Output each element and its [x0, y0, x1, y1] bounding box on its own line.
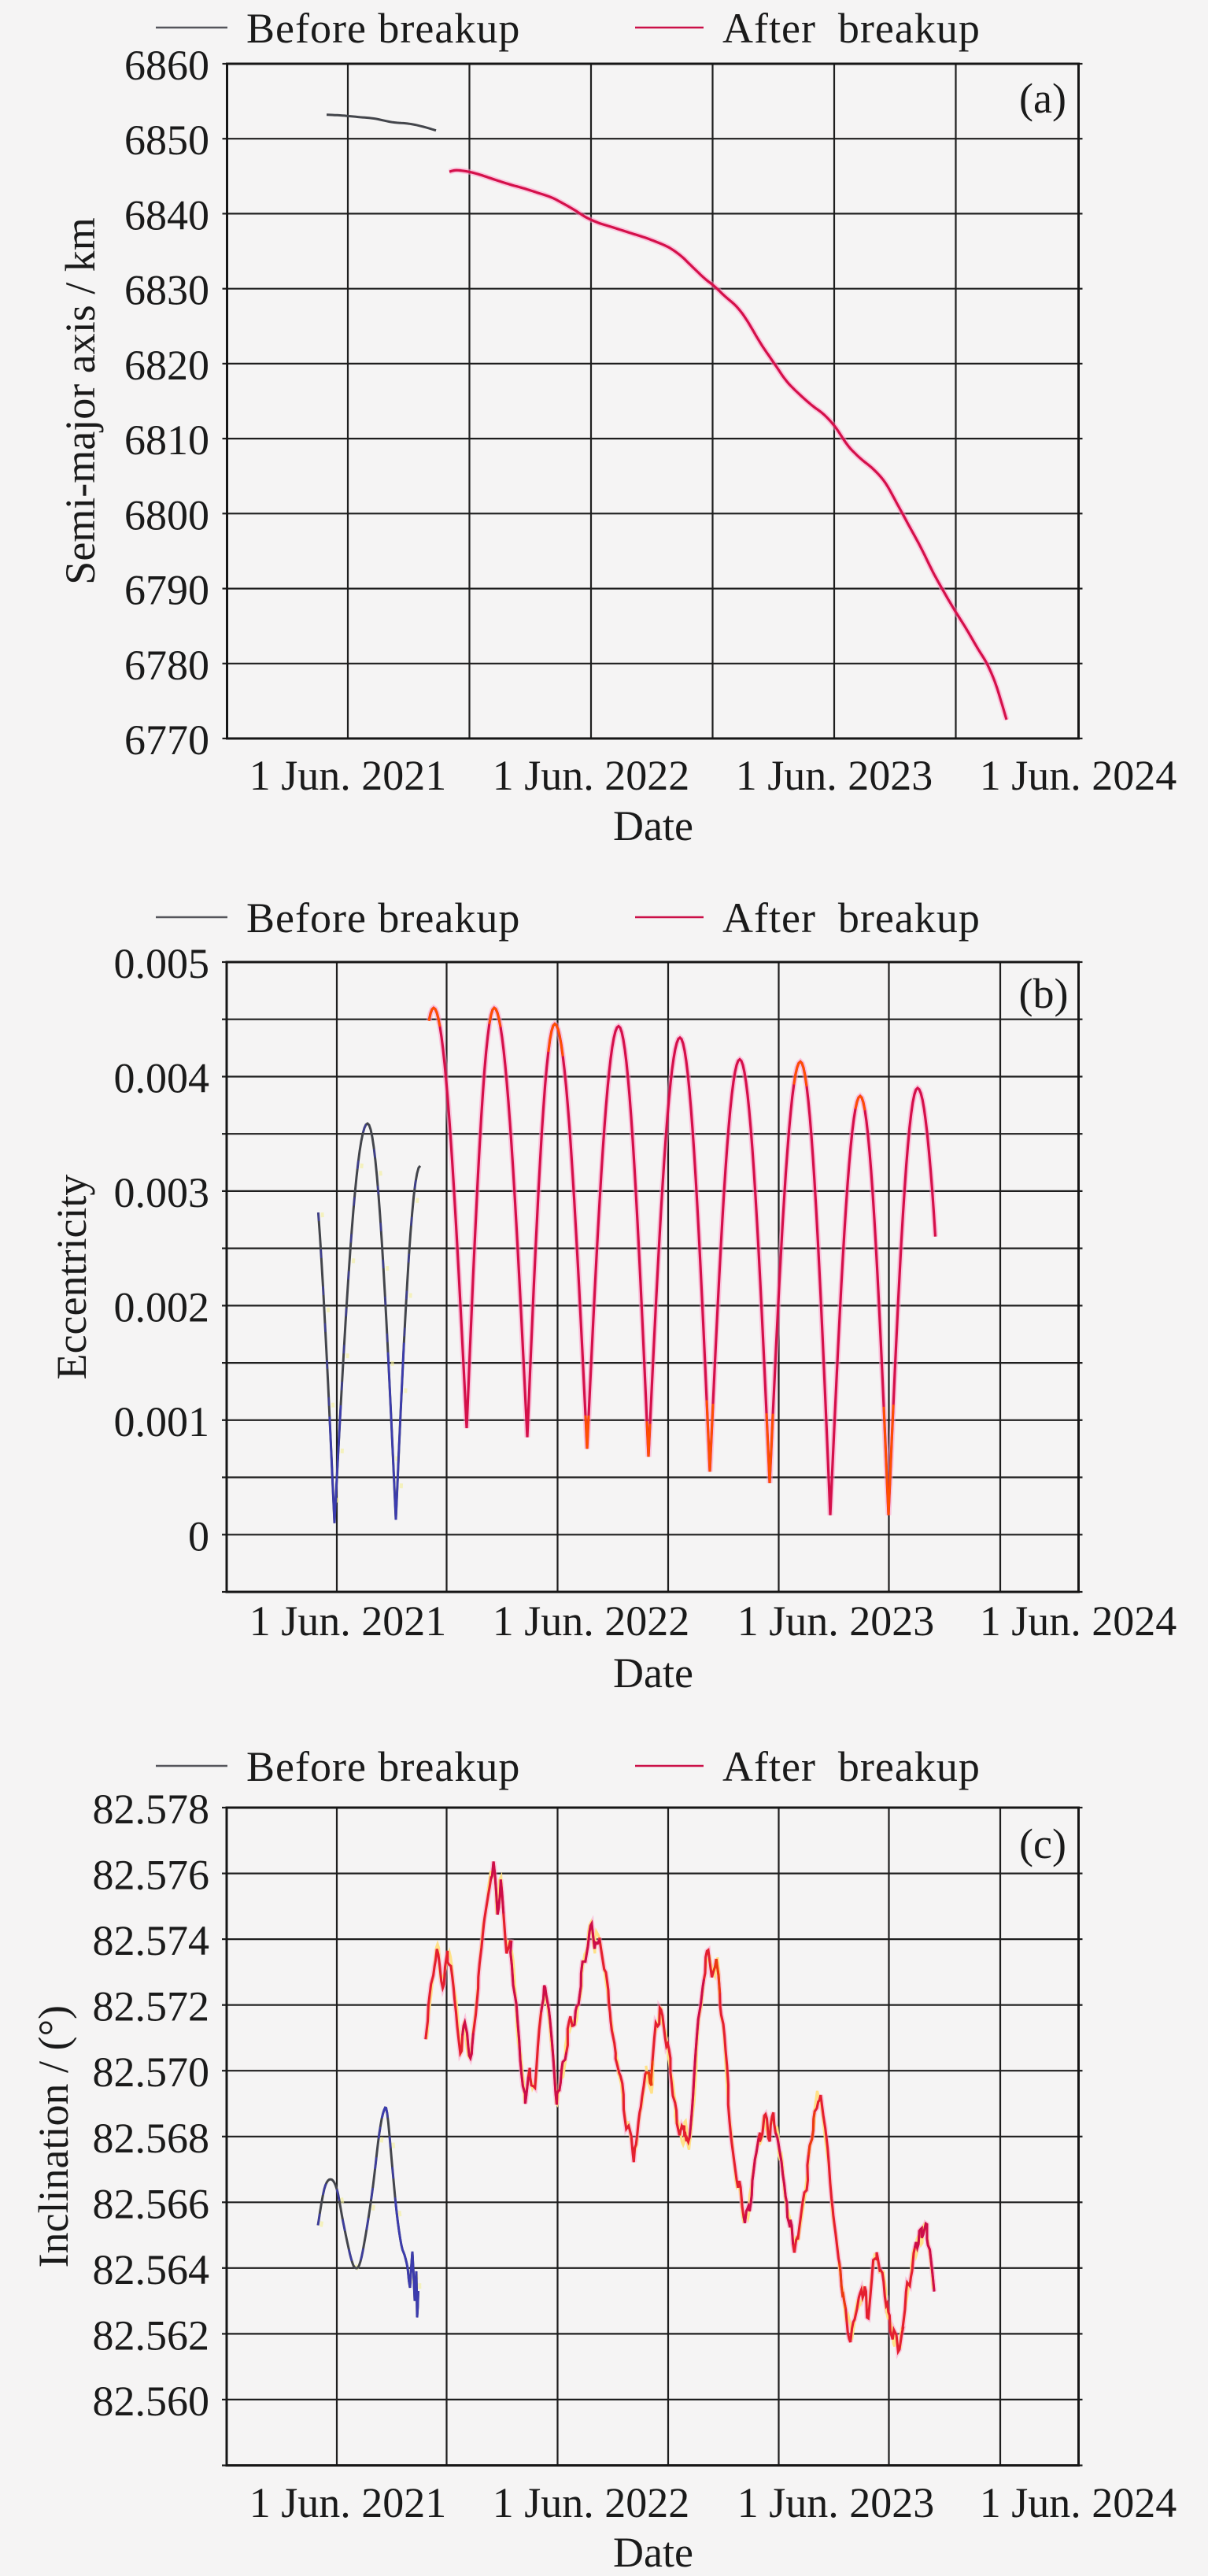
svg-text:0: 0 [188, 1512, 209, 1560]
svg-text:Date: Date [613, 1649, 693, 1697]
svg-text:1 Jun. 2023: 1 Jun. 2023 [737, 2479, 935, 2526]
svg-text:1 Jun. 2024: 1 Jun. 2024 [980, 1597, 1177, 1645]
svg-text:82.564: 82.564 [93, 2246, 210, 2293]
svg-text:1 Jun. 2023: 1 Jun. 2023 [737, 1597, 935, 1645]
svg-text:82.562: 82.562 [93, 2311, 210, 2359]
svg-text:6860: 6860 [124, 42, 209, 89]
svg-text:6810: 6810 [124, 416, 209, 464]
svg-text:1 Jun. 2021: 1 Jun. 2021 [249, 752, 447, 799]
svg-text:1 Jun. 2021: 1 Jun. 2021 [249, 1597, 447, 1645]
svg-text:After breakup: After breakup [722, 5, 981, 52]
svg-text:1 Jun. 2024: 1 Jun. 2024 [980, 752, 1177, 799]
svg-text:82.578: 82.578 [93, 1786, 210, 1833]
svg-text:(a): (a) [1019, 75, 1066, 122]
svg-text:82.560: 82.560 [93, 2378, 210, 2425]
svg-text:Before breakup: Before breakup [246, 894, 520, 942]
svg-text:82.568: 82.568 [93, 2115, 210, 2162]
svg-text:Semi-major axis / km: Semi-major axis / km [57, 217, 104, 584]
svg-text:Before breakup: Before breakup [246, 1743, 520, 1790]
svg-text:0.002: 0.002 [114, 1283, 210, 1331]
svg-text:0.001: 0.001 [114, 1398, 210, 1445]
svg-text:82.570: 82.570 [93, 2049, 210, 2096]
svg-text:1 Jun. 2023: 1 Jun. 2023 [736, 752, 933, 799]
svg-text:(b): (b) [1019, 970, 1069, 1017]
svg-text:1 Jun. 2022: 1 Jun. 2022 [493, 2479, 690, 2526]
svg-text:0.004: 0.004 [114, 1055, 210, 1102]
svg-text:6780: 6780 [124, 642, 209, 689]
svg-text:6840: 6840 [124, 191, 209, 239]
svg-text:After breakup: After breakup [722, 894, 981, 942]
svg-text:Before breakup: Before breakup [246, 5, 520, 52]
svg-text:82.574: 82.574 [93, 1917, 210, 1964]
svg-text:Date: Date [613, 2529, 693, 2576]
svg-text:82.576: 82.576 [93, 1852, 210, 1899]
svg-text:1 Jun. 2022: 1 Jun. 2022 [493, 752, 690, 799]
svg-text:82.572: 82.572 [93, 1983, 210, 2030]
svg-text:After breakup: After breakup [722, 1743, 981, 1790]
svg-text:(c): (c) [1019, 1820, 1066, 1867]
svg-text:1 Jun. 2024: 1 Jun. 2024 [980, 2479, 1177, 2526]
svg-text:6850: 6850 [124, 117, 209, 164]
svg-text:1 Jun. 2021: 1 Jun. 2021 [249, 2479, 447, 2526]
svg-text:6830: 6830 [124, 267, 209, 314]
svg-text:Eccentricity: Eccentricity [48, 1175, 95, 1380]
svg-text:6800: 6800 [124, 491, 209, 539]
svg-text:Inclination / (°): Inclination / (°) [30, 2005, 77, 2268]
svg-text:6820: 6820 [124, 342, 209, 389]
svg-text:6770: 6770 [124, 716, 209, 764]
svg-text:1 Jun. 2022: 1 Jun. 2022 [493, 1597, 690, 1645]
svg-text:Date: Date [613, 802, 693, 849]
svg-text:0.003: 0.003 [114, 1169, 210, 1216]
svg-text:82.566: 82.566 [93, 2180, 210, 2227]
svg-text:6790: 6790 [124, 567, 209, 614]
svg-text:0.005: 0.005 [114, 940, 210, 987]
